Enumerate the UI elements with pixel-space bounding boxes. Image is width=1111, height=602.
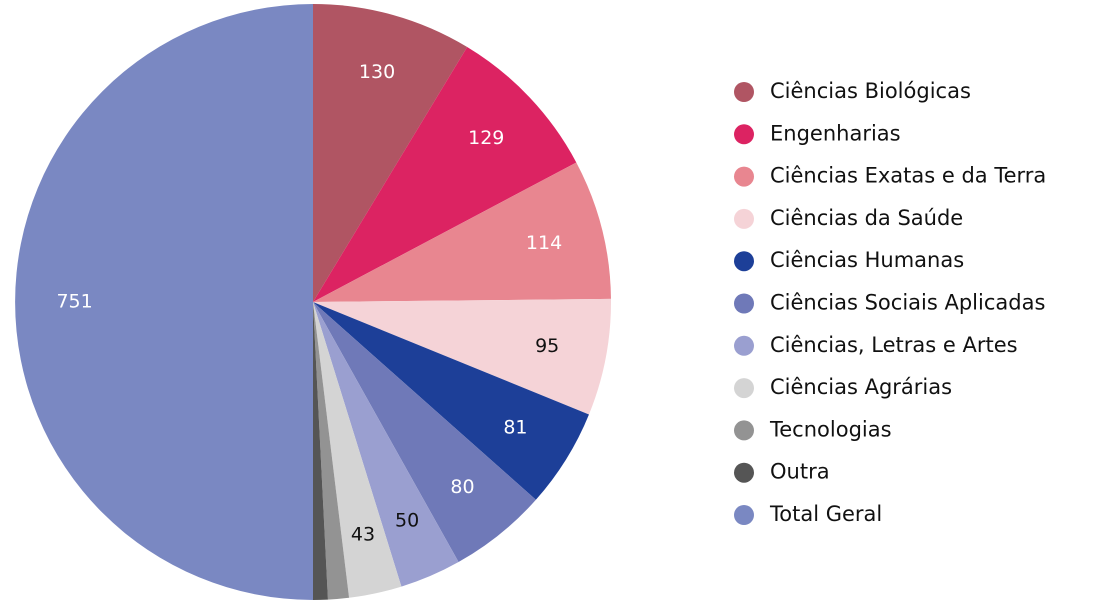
legend-label: Ciências Sociais Aplicadas <box>770 291 1045 315</box>
data-label: 114 <box>526 232 562 254</box>
legend-marker <box>734 166 754 187</box>
data-label: 80 <box>450 476 474 498</box>
data-label: 50 <box>395 510 419 532</box>
legend-label: Outra <box>770 460 830 484</box>
pie-slice <box>313 302 402 598</box>
pie-slice <box>313 46 577 303</box>
legend-label: Ciências, Letras e Artes <box>770 333 1018 357</box>
data-label: 95 <box>535 335 559 357</box>
pie-slice <box>313 298 611 415</box>
pie-slice <box>313 302 459 587</box>
data-label: 81 <box>503 416 527 438</box>
legend-label: Engenharias <box>770 121 901 145</box>
legend-marker <box>734 82 754 102</box>
legend-marker <box>734 208 754 229</box>
legend-marker <box>734 293 754 314</box>
legend-label: Total Geral <box>769 502 882 526</box>
legend-label: Tecnologias <box>769 417 892 441</box>
data-label: 129 <box>468 127 504 149</box>
data-label: 130 <box>359 61 395 83</box>
legend-label: Ciências Humanas <box>770 248 964 272</box>
pie-slice <box>313 4 468 302</box>
legend-label: Ciências Biológicas <box>770 79 971 103</box>
legend-marker <box>734 462 754 483</box>
pie-slice <box>313 302 536 563</box>
pie-slice <box>313 162 611 302</box>
legend-marker <box>734 420 754 441</box>
data-label: 43 <box>351 524 375 546</box>
legend-marker <box>734 251 754 272</box>
pie-slice <box>15 4 313 600</box>
legend-label: Ciências Agrárias <box>770 375 952 399</box>
pie-slice <box>313 302 328 600</box>
legend-label: Ciências da Saúde <box>770 206 963 230</box>
legend-marker <box>734 124 754 145</box>
pie-slice <box>313 302 589 500</box>
legend-marker <box>734 505 754 525</box>
legend-marker <box>734 335 754 356</box>
legend-marker <box>734 378 754 399</box>
legend-label: Ciências Exatas e da Terra <box>770 164 1046 188</box>
data-label: 751 <box>56 291 92 313</box>
pie-slice <box>313 302 350 600</box>
